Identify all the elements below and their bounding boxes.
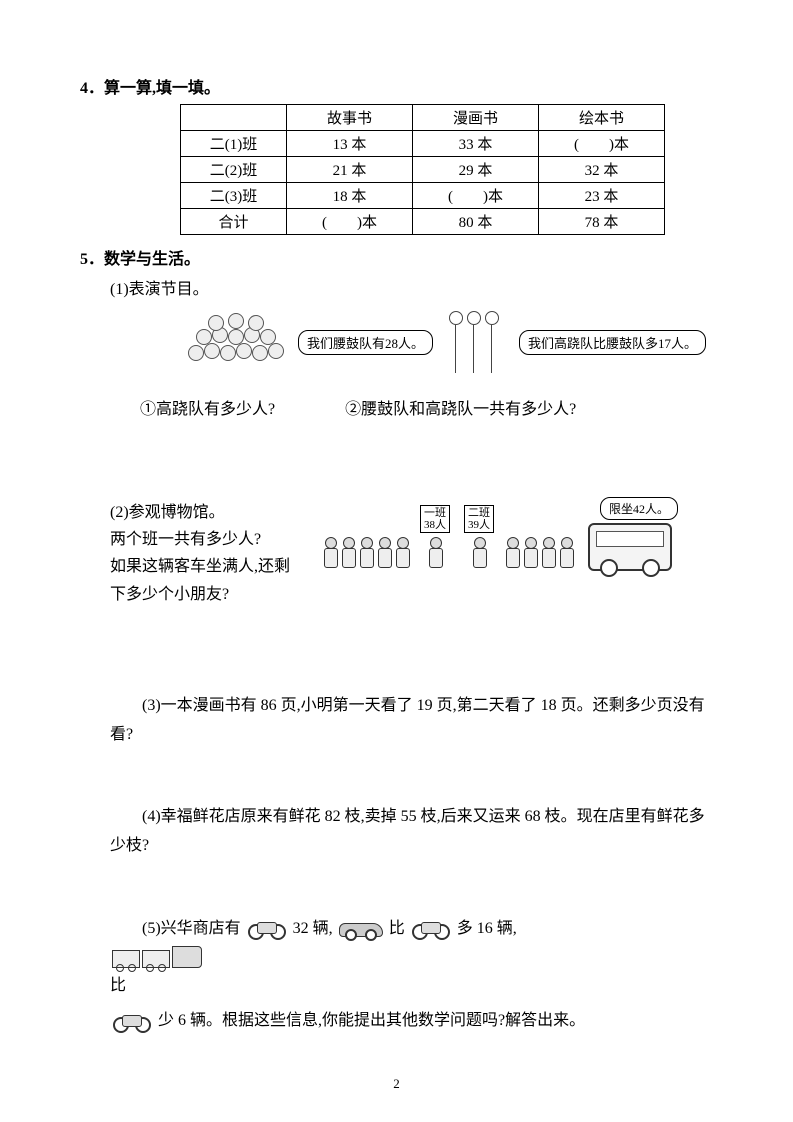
cell: ( )本	[287, 209, 413, 235]
table-row: 二(3)班 18 本 ( )本 23 本	[181, 183, 665, 209]
illustration-performance: 我们腰鼓队有28人。 我们高跷队比腰鼓队多17人。	[180, 307, 706, 377]
q5-2: (2)参观博物馆。 两个班一共有多少人? 如果这辆客车坐满人,还剩 下多少个小朋…	[110, 499, 713, 608]
cell: ( )本	[413, 183, 539, 209]
spacer	[80, 861, 713, 891]
q5-3: (3)一本漫画书有 86 页,小明第一天看了 19 页,第二天看了 18 页。还…	[110, 692, 713, 750]
q5-1-qa: ①高跷队有多少人?	[140, 395, 275, 419]
class2-sign: 二班39人	[464, 505, 494, 571]
q5-5-t6: 少 6 辆。根据这些信息,你能提出其他数学问题吗?解答出来。	[158, 1012, 585, 1029]
table-row: 二(1)班 13 本 33 本 ( )本	[181, 131, 665, 157]
q5-2-line2: 如果这辆客车坐满人,还剩	[110, 553, 310, 580]
motorcycle-icon	[112, 1011, 152, 1033]
class1-kids-icon	[322, 537, 410, 571]
th-picture: 绘本书	[539, 105, 665, 131]
bus-group: 限坐42人。	[588, 523, 672, 571]
sign1-line1: 一班	[424, 507, 446, 519]
speech-bubble-drum: 我们腰鼓队有28人。	[298, 330, 433, 355]
th-story: 故事书	[287, 105, 413, 131]
cell: 78 本	[539, 209, 665, 235]
cell: 29 本	[413, 157, 539, 183]
sign2-line1: 二班	[468, 507, 490, 519]
q5-2-text: (2)参观博物馆。 两个班一共有多少人? 如果这辆客车坐满人,还剩 下多少个小朋…	[110, 499, 310, 608]
q5-2-title: (2)参观博物馆。	[110, 499, 310, 526]
page-number: 2	[0, 1076, 793, 1092]
q5-2-line3: 下多少个小朋友?	[110, 581, 310, 608]
cell: 23 本	[539, 183, 665, 209]
bus-icon	[588, 523, 672, 571]
table-row: 二(2)班 21 本 29 本 32 本	[181, 157, 665, 183]
motorcycle-icon	[247, 918, 287, 940]
cell: ( )本	[539, 131, 665, 157]
motorcycle-icon	[411, 918, 451, 940]
books-table: 故事书 漫画书 绘本书 二(1)班 13 本 33 本 ( )本 二(2)班 2…	[180, 104, 665, 235]
cell: 18 本	[287, 183, 413, 209]
sign2-line2: 39人	[468, 519, 490, 531]
train-icon	[112, 946, 202, 968]
q5-1-qb: ②腰鼓队和高跷队一共有多少人?	[345, 395, 576, 419]
spacer	[80, 749, 713, 779]
page: 4．算一算,填一填。 故事书 漫画书 绘本书 二(1)班 13 本 33 本 (…	[0, 0, 793, 1122]
cell: 二(2)班	[181, 157, 287, 183]
cell: 80 本	[413, 209, 539, 235]
car-icon	[339, 919, 383, 939]
q5-1: (1)表演节目。 我们腰鼓队有28人。 我们高跷队比腰鼓队多17人。 ①高跷队有…	[110, 275, 713, 419]
q5-5: (5)兴华商店有 32 辆, 比 多 16 辆, 比 少 6 辆。根据这些信息,…	[110, 911, 713, 1039]
q5-3-text: (3)一本漫画书有 86 页,小明第一天看了 19 页,第二天看了 18 页。还…	[110, 697, 705, 743]
q4-heading: 4．算一算,填一填。	[80, 74, 713, 98]
cell: 32 本	[539, 157, 665, 183]
q5-heading: 5．数学与生活。	[80, 245, 713, 269]
drum-team-icon	[180, 315, 290, 370]
q5-5-t2: 32 辆,	[293, 920, 333, 937]
cell: 33 本	[413, 131, 539, 157]
stilts-team-icon	[441, 307, 511, 377]
table-row: 故事书 漫画书 绘本书	[181, 105, 665, 131]
q5-5-t4: 多 16 辆,	[457, 920, 517, 937]
spacer	[80, 608, 713, 668]
cell: 二(3)班	[181, 183, 287, 209]
class2-kids-icon	[504, 537, 574, 571]
q5-1-questions: ①高跷队有多少人? ②腰鼓队和高跷队一共有多少人?	[140, 395, 713, 419]
cell: 二(1)班	[181, 131, 287, 157]
q5-4: (4)幸福鲜花店原来有鲜花 82 枝,卖掉 55 枝,后来又运来 68 枝。现在…	[110, 803, 713, 861]
speech-bubble-stilts: 我们高跷队比腰鼓队多17人。	[519, 330, 706, 355]
th-blank	[181, 105, 287, 131]
q5-5-t5: 比	[110, 977, 126, 994]
cell: 合计	[181, 209, 287, 235]
q5-5-t3: 比	[389, 920, 405, 937]
table-row: 合计 ( )本 80 本 78 本	[181, 209, 665, 235]
q5-5-t1: (5)兴华商店有	[142, 920, 241, 937]
q5-4-text: (4)幸福鲜花店原来有鲜花 82 枝,卖掉 55 枝,后来又运来 68 枝。现在…	[110, 808, 705, 854]
q5-1-title: (1)表演节目。	[110, 275, 713, 299]
sign1-line2: 38人	[424, 519, 446, 531]
illustration-museum: 一班38人 二班39人 限坐42人。	[322, 505, 672, 571]
bus-bubble: 限坐42人。	[600, 497, 678, 520]
q5-2-line1: 两个班一共有多少人?	[110, 526, 310, 553]
cell: 21 本	[287, 157, 413, 183]
th-comic: 漫画书	[413, 105, 539, 131]
cell: 13 本	[287, 131, 413, 157]
spacer	[80, 419, 713, 479]
class1-sign: 一班38人	[420, 505, 450, 571]
